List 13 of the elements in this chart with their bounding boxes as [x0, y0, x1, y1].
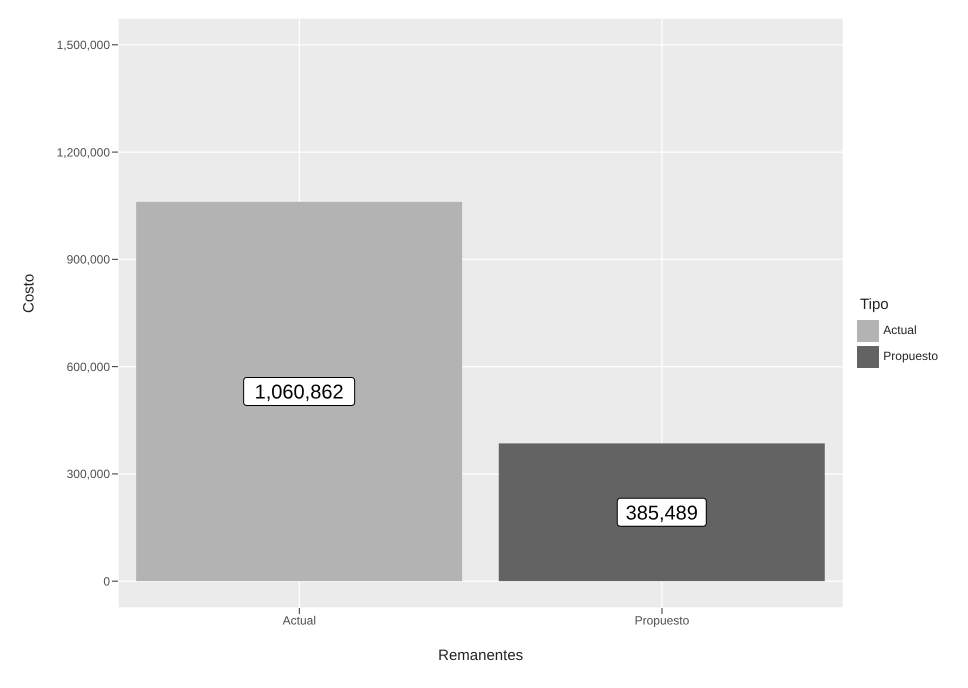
- y-tick-label: 600,000: [66, 360, 110, 374]
- y-tick-label: 1,200,000: [56, 145, 110, 160]
- legend-title: Tipo: [860, 296, 889, 313]
- y-tick-label: 0: [103, 574, 110, 588]
- y-axis-title: Costo: [20, 274, 38, 313]
- legend-label: Propuesto: [883, 349, 938, 363]
- y-tick-label: 900,000: [66, 252, 110, 267]
- data-label: 385,489: [626, 502, 698, 524]
- y-tick-label: 1,500,000: [56, 38, 110, 52]
- data-label: 1,060,862: [254, 382, 344, 404]
- y-tick-label: 300,000: [66, 467, 110, 482]
- legend-label: Actual: [883, 323, 917, 337]
- x-axis-title: Remanentes: [438, 647, 524, 664]
